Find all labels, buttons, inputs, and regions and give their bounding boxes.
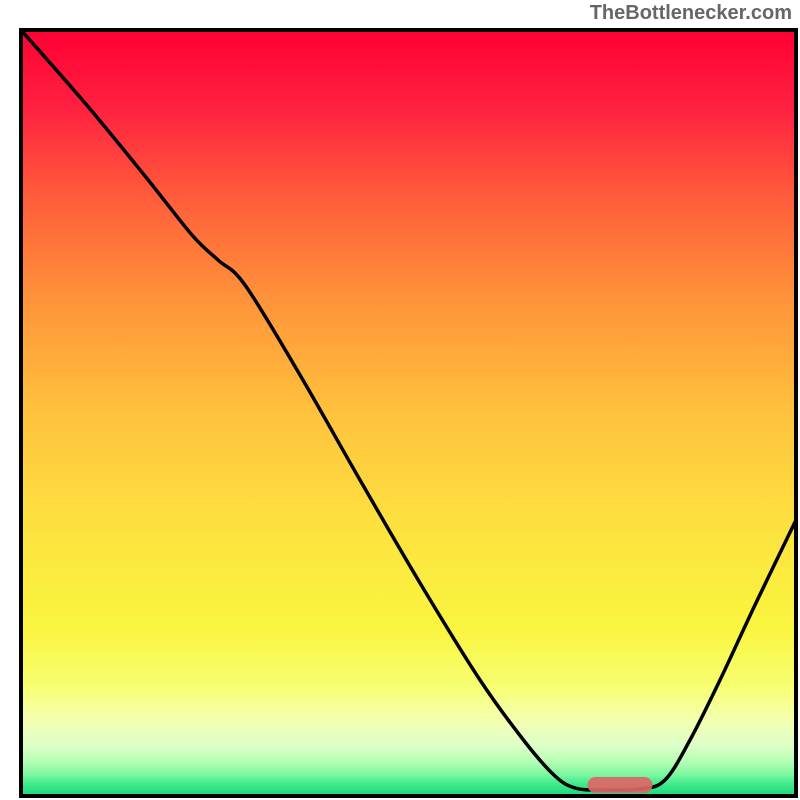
- optimal-marker: [588, 777, 653, 793]
- gradient-background: [21, 30, 796, 796]
- chart-svg: [0, 0, 800, 800]
- chart-container: TheBottlenecker.com: [0, 0, 800, 800]
- watermark-text: TheBottlenecker.com: [590, 2, 792, 25]
